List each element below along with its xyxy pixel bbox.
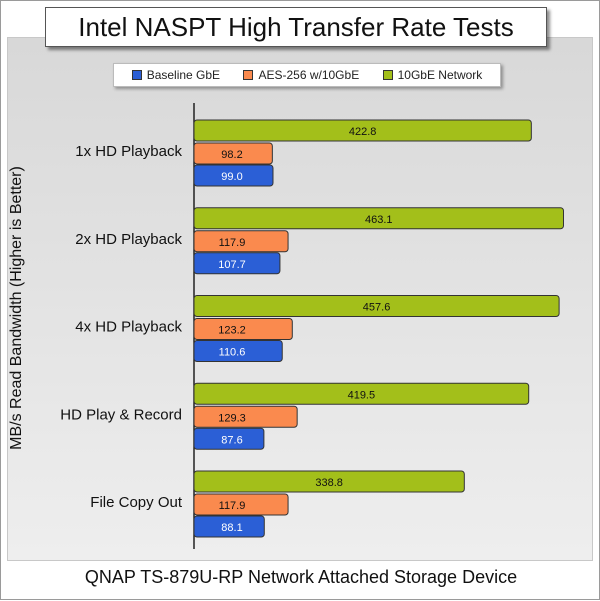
chart-footer: QNAP TS-879U-RP Network Attached Storage…: [84, 567, 518, 587]
bar-value-label: 123.2: [218, 325, 246, 337]
bar-value-label: 99.0: [221, 171, 242, 183]
bar-value-label: 117.9: [219, 500, 246, 512]
bar-value-label: 88.1: [221, 522, 242, 534]
bar-value-label: 110.6: [219, 347, 246, 359]
bar-10gbe: [193, 470, 465, 493]
category-label: 2x HD Playback: [75, 231, 182, 248]
chart-title: Intel NASPT High Transfer Rate Tests: [45, 7, 547, 47]
bar-baseline: [193, 427, 265, 450]
bar-value-label: 338.8: [315, 477, 343, 489]
legend-swatch-aes: [243, 70, 254, 80]
legend-label-10gbe: 10GbE Network: [397, 68, 483, 82]
legend-label-aes: AES-256 w/10GbE: [258, 68, 360, 82]
legend: Baseline GbE AES-256 w/10GbE 10GbE Netwo…: [113, 63, 501, 87]
legend-label-baseline: Baseline GbE: [146, 68, 221, 82]
bar-value-label: 457.6: [363, 302, 391, 314]
bar-value-label: 463.1: [365, 214, 393, 226]
bar-value-label: 107.7: [218, 259, 246, 271]
bar-baseline: [193, 340, 283, 362]
bar-10gbe: [193, 382, 530, 405]
bar-value-label: 422.8: [349, 126, 377, 138]
bar-10gbe: [193, 207, 564, 230]
bar-aes: [193, 142, 273, 165]
legend-swatch-baseline: [131, 70, 142, 80]
bar-value-label: 87.6: [221, 434, 242, 446]
bar-10gbe: [193, 119, 532, 142]
category-label: File Copy Out: [90, 494, 183, 511]
bar-value-label: 98.2: [221, 149, 242, 161]
bar-value-label: 419.5: [348, 389, 376, 401]
bar-value-label: 129.3: [218, 412, 246, 424]
bar-aes: [193, 230, 289, 253]
category-label: HD Play & Record: [60, 406, 182, 423]
bar-value-label: 117.9: [219, 237, 246, 249]
bar-baseline: [193, 252, 281, 275]
legend-item-aes: AES-256 w/10GbE: [243, 68, 359, 82]
bar-baseline: [193, 515, 265, 538]
legend-item-10gbe: 10GbE Network: [382, 68, 483, 82]
legend-item-baseline: Baseline GbE: [131, 68, 221, 82]
legend-swatch-10gbe: [382, 70, 393, 80]
bar-aes: [193, 493, 289, 516]
bar-baseline: [193, 164, 274, 187]
category-label: 4x HD Playback: [75, 319, 182, 336]
category-label: 1x HD Playback: [75, 143, 182, 160]
bar-aes: [193, 405, 298, 428]
bar-10gbe: [193, 295, 560, 317]
bar-aes: [193, 318, 293, 340]
